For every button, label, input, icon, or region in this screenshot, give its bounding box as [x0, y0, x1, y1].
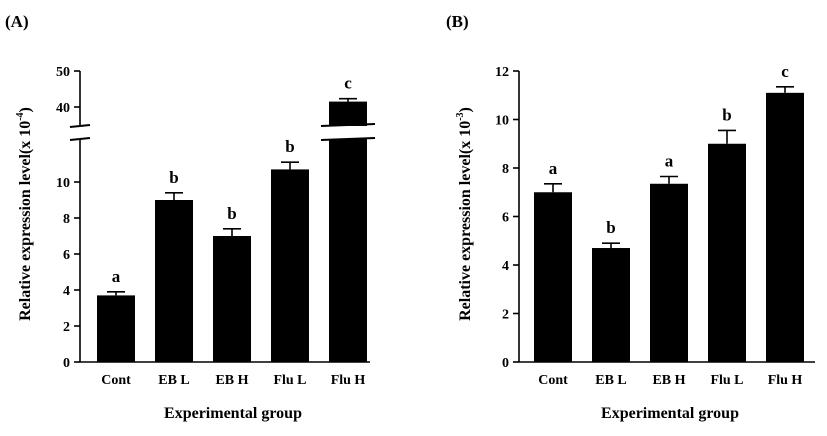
panel-a-significance-letter: b [227, 204, 236, 223]
panel-a-category-label: Flu L [273, 373, 306, 388]
panel-a-y-title-close: ) [17, 107, 34, 112]
panel-a: (A) Relative expression level(x 10-4) Ex… [5, 12, 376, 422]
panel-b-category-label: Cont [538, 373, 568, 388]
panel-b-bar [708, 143, 746, 362]
panel-a-category-label: EB H [215, 373, 248, 388]
panel-b-y-tick-label: 12 [495, 65, 509, 80]
panel-a-category-label: Flu H [331, 373, 366, 388]
panel-b-bar [534, 192, 572, 362]
panel-a-y-tick-label: 50 [56, 65, 70, 80]
panel-b-y-tick-label: 10 [495, 114, 509, 129]
panel-b-plot-area: 0 2 4 6 8 10 12 a Cont b EB L a EB H b Flu L c Flu H [495, 62, 815, 388]
panel-a-significance-letter: b [169, 168, 178, 187]
panel-b-category-label: EB L [595, 373, 627, 388]
panel-a-category-label: EB L [158, 373, 190, 388]
panel-a-significance-letter: c [344, 74, 352, 93]
panel-b-bar [766, 92, 804, 362]
panel-b-label: (B) [446, 12, 469, 31]
panel-b-y-tick-label: 0 [502, 356, 509, 371]
panel-b-bar [650, 183, 688, 362]
panel-b-y-axis-title: Relative expression level(x 10-3) [455, 107, 474, 321]
panel-b-y-tick-label: 6 [502, 211, 509, 226]
panel-a-bar [97, 295, 135, 362]
panel-b: (B) Relative expression level(x 10-3) Ex… [446, 12, 815, 422]
panel-a-y-tick-label: 4 [63, 284, 70, 299]
panel-a-y-tick-label: 2 [63, 320, 70, 335]
panel-a-bar [329, 139, 367, 362]
panel-a-bar [271, 169, 309, 362]
panel-b-x-axis-title: Experimental group [601, 405, 739, 422]
panel-a-bar [213, 236, 251, 362]
panel-a-x-axis-title: Experimental group [164, 405, 302, 422]
panel-a-y-tick-label: 40 [56, 101, 70, 116]
panel-a-y-tick-label: 8 [63, 212, 70, 227]
panel-a-bar [329, 101, 367, 126]
panel-a-axis-break-mark [69, 124, 91, 128]
panel-b-category-label: EB H [652, 373, 685, 388]
panel-b-y-title-main: Relative expression level(x 10 [457, 121, 474, 321]
panel-a-y-title-main: Relative expression level(x 10 [17, 121, 34, 321]
panel-b-significance-letter: c [781, 62, 789, 81]
panel-b-significance-letter: b [606, 218, 615, 237]
panel-b-y-title-close: ) [457, 107, 474, 112]
panel-a-significance-letter: a [112, 267, 121, 286]
panel-b-significance-letter: a [665, 151, 674, 170]
panel-a-y-tick-label: 6 [63, 248, 70, 263]
panel-b-y-tick-label: 8 [502, 162, 509, 177]
panel-b-category-label: Flu L [710, 373, 743, 388]
panel-a-bar [155, 200, 193, 362]
panel-b-y-tick-label: 4 [502, 259, 509, 274]
panel-a-label: (A) [5, 12, 29, 31]
panel-b-significance-letter: b [722, 105, 731, 124]
panel-a-category-label: Cont [101, 373, 131, 388]
panel-b-y-title-exponent: -3 [455, 112, 466, 120]
panel-b-significance-letter: a [549, 159, 558, 178]
panel-a-plot-area: 0 2 4 6 8 10 40 50 a Cont b EB L b EB H b Flu L c Flu H [56, 65, 376, 388]
svg-text:Relative expression level(x 10: Relative expression level(x 10-3) [455, 107, 474, 321]
panel-a-y-tick-label: 10 [56, 176, 70, 191]
panel-a-y-axis-title: Relative expression level(x 10-4) [15, 107, 34, 321]
panel-a-bar-break-mark [320, 123, 376, 127]
panel-a-bar-break-mark [320, 137, 376, 141]
panel-a-axis-break-mark [69, 137, 91, 141]
panel-a-y-tick-label: 0 [63, 356, 70, 371]
panel-a-significance-letter: b [285, 137, 294, 156]
panel-b-category-label: Flu H [768, 373, 803, 388]
panel-a-y-title-exponent: -4 [15, 112, 26, 120]
panel-b-bar [592, 248, 630, 362]
svg-text:Relative expression level(x 10: Relative expression level(x 10-4) [15, 107, 34, 321]
panel-b-y-tick-label: 2 [502, 308, 509, 323]
